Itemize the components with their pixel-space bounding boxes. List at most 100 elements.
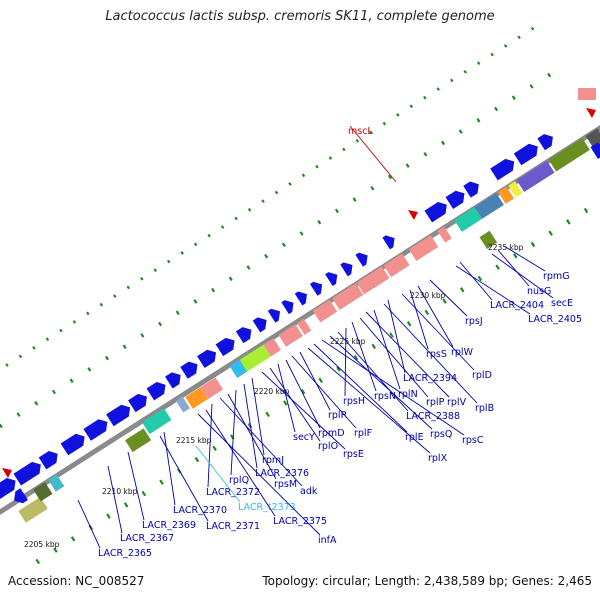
gene-label: LACR_2370 <box>173 505 227 516</box>
gene-label: rpmD <box>318 428 345 439</box>
gc-dot <box>382 121 387 126</box>
cds-shape <box>513 143 538 166</box>
leader-line <box>459 261 493 301</box>
feature-block <box>142 408 172 435</box>
feature-shape <box>383 253 410 278</box>
backbone-layer <box>0 125 600 515</box>
gc-dot <box>87 367 92 372</box>
feature-block <box>479 230 498 249</box>
feature-shape <box>548 138 590 172</box>
gc-dot <box>517 35 521 40</box>
leader-line <box>387 299 406 374</box>
gc-dot <box>228 276 233 282</box>
feature-shape <box>185 387 208 409</box>
leader-line <box>205 409 276 517</box>
gc-dot <box>370 185 375 191</box>
cds-arrow <box>197 349 217 368</box>
tick-label: 2215 kbp <box>176 436 212 445</box>
gc-dot <box>494 106 499 112</box>
gc-dot <box>34 401 39 406</box>
gc-dot <box>59 328 63 333</box>
gene-label: rpmG <box>543 271 570 282</box>
gc-dot <box>409 104 414 109</box>
cds-arrow <box>309 281 323 296</box>
leader-line <box>261 371 346 450</box>
feature-shape <box>408 235 439 261</box>
features-layer <box>0 88 600 523</box>
feature-shape <box>508 181 523 198</box>
gc-dot <box>495 264 500 270</box>
feature-block <box>332 283 364 311</box>
red-marker <box>2 468 12 478</box>
gc-dot <box>207 233 211 238</box>
feature-block <box>474 193 504 219</box>
leader-line <box>219 397 303 487</box>
tick-label: 2210 kbp <box>102 487 138 496</box>
gc-dot <box>0 423 3 429</box>
feature-block <box>437 226 452 243</box>
gene-label: rplF <box>354 428 372 439</box>
leader-line <box>127 451 145 521</box>
feature-shape <box>437 226 452 243</box>
gc-dot <box>16 412 21 417</box>
cds-shape <box>106 404 131 427</box>
gc-dot <box>342 147 346 152</box>
cds-arrow <box>463 181 479 198</box>
cds-shape <box>13 461 41 486</box>
gene-label: LACR_2369 <box>142 520 196 531</box>
cds-shape <box>83 419 108 441</box>
gc-dot <box>513 253 518 259</box>
feature-block <box>516 160 555 192</box>
tick-label: 2205 kbp <box>24 540 60 549</box>
tick-label: 2220 kbp <box>254 387 290 396</box>
gc-dot <box>548 230 553 236</box>
cds-shape <box>340 262 353 277</box>
feature-shape <box>142 408 172 435</box>
cds-shape <box>180 361 198 379</box>
gene-label: secY <box>293 432 315 443</box>
gc-dot <box>355 138 360 143</box>
gene-label: LACR_2371 <box>206 521 260 532</box>
cds-arrow <box>215 337 235 357</box>
gc-dot <box>530 26 535 31</box>
gc-dot <box>406 321 412 327</box>
gc-dot <box>230 434 235 440</box>
gc-dot <box>104 355 109 361</box>
gc-dot <box>51 389 56 395</box>
leader-line <box>359 317 429 398</box>
gc-dot <box>529 84 534 89</box>
gc-dot <box>141 490 147 497</box>
gc-dot <box>45 337 50 342</box>
gc-dot <box>106 513 111 519</box>
gc-dot <box>140 276 144 281</box>
leader-line <box>195 445 241 503</box>
cds-shape <box>445 190 465 209</box>
gc-dot <box>299 231 304 236</box>
accession-label: Accession: NC_008527 <box>8 574 145 588</box>
cds-arrow <box>0 478 16 503</box>
feature-shape <box>356 266 390 295</box>
cds-arrow <box>325 272 338 287</box>
gc-dot <box>405 163 410 168</box>
gene-label: rpsE <box>343 449 364 460</box>
gc-dot <box>53 547 58 553</box>
cds-arrow <box>537 134 553 151</box>
gene-label: LACR_2376 <box>255 468 309 479</box>
feature-block <box>278 324 303 347</box>
gene-label: rplN <box>398 389 418 400</box>
leader-line <box>503 245 546 272</box>
gene-label: rpsM <box>274 479 297 490</box>
gc-dot <box>123 502 129 508</box>
gene-label: rpsC <box>462 435 484 446</box>
feature-shape <box>48 474 65 492</box>
gc-dot <box>547 72 552 78</box>
gc-dot <box>423 95 427 100</box>
cds-arrow <box>281 300 294 315</box>
gc-dot <box>442 298 447 304</box>
gc-dot <box>530 241 536 248</box>
cds-shape <box>128 393 147 413</box>
gc-dot <box>261 199 265 204</box>
gc-dot <box>180 251 184 255</box>
leader-line <box>429 279 468 317</box>
